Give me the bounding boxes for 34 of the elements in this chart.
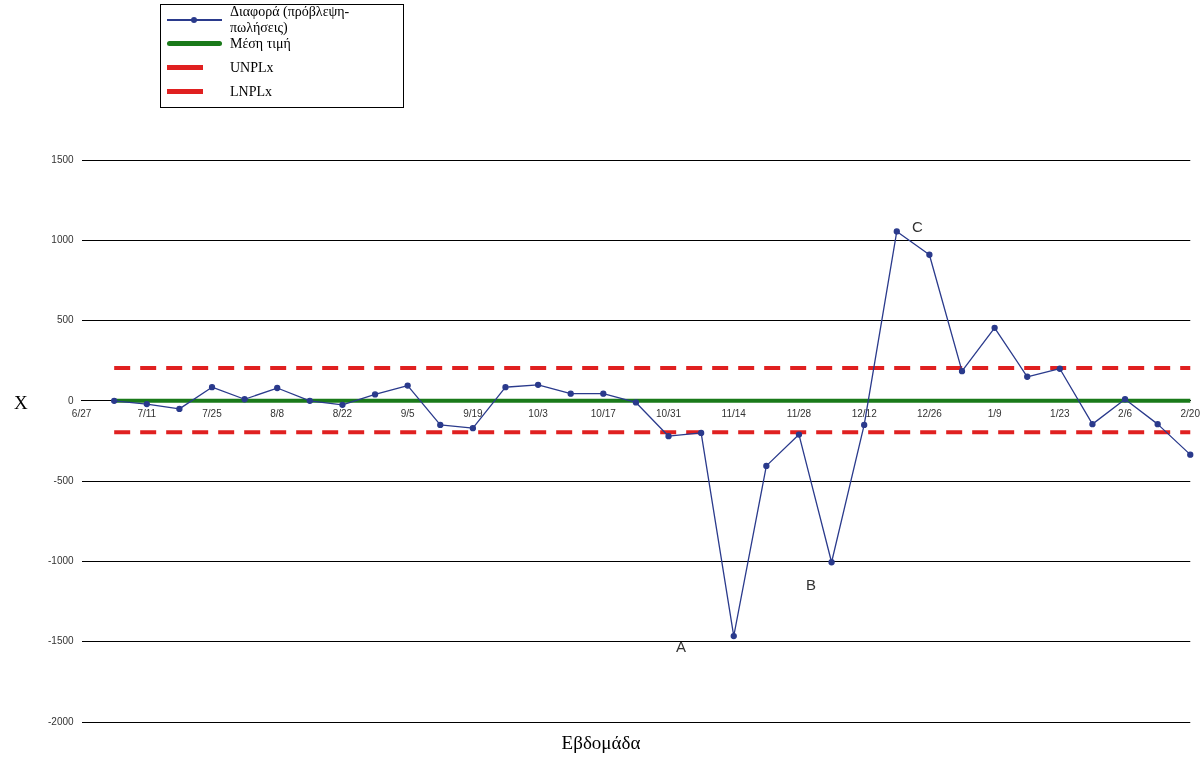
- x-tick-label: 11/28: [786, 407, 812, 419]
- x-tick-label: 12/26: [916, 407, 943, 419]
- annotation: C: [912, 218, 923, 235]
- x-tick-label: 9/19: [463, 407, 484, 419]
- legend-label: Διαφορά (πρόβλεψη-πωλήσεις): [230, 4, 351, 36]
- annotation: B: [806, 576, 817, 593]
- x-tick-label: 7/25: [202, 407, 223, 419]
- x-tick-label: 6/27: [71, 407, 92, 419]
- y-tick-label: -2000: [48, 715, 75, 727]
- x-tick-label: 1/23: [1050, 407, 1070, 419]
- y-tick-label: 0: [68, 394, 75, 406]
- x-tick-label: 8/8: [270, 407, 285, 419]
- y-tick-label: -1500: [48, 635, 75, 647]
- x-tick-label: 1/9: [987, 407, 1002, 419]
- x-tick-label: 11/14: [721, 407, 747, 419]
- x-tick-label: 10/3: [528, 407, 549, 419]
- x-tick-label: 9/5: [400, 407, 416, 419]
- x-tick-label: 2/6: [1118, 407, 1133, 419]
- annotation: A: [676, 638, 687, 655]
- x-tick-label: 8/22: [332, 407, 353, 419]
- y-tick-label: -1000: [48, 555, 75, 567]
- y-axis-title: X: [14, 392, 28, 414]
- y-tick-label: 1500: [51, 153, 75, 165]
- x-tick-label: 7/11: [137, 407, 157, 419]
- legend-label: UNPLx: [230, 60, 274, 76]
- legend-label: LNPLx: [230, 84, 272, 100]
- x-axis-title: Εβδομάδα: [560, 732, 642, 754]
- y-tick-label: 1000: [51, 234, 75, 246]
- x-tick-label: 2/20: [1180, 407, 1201, 419]
- x-tick-label: 10/31: [656, 407, 682, 419]
- y-tick-label: -500: [53, 474, 75, 486]
- legend-label: Μέση τιμή: [230, 36, 291, 52]
- x-tick-label: 10/17: [590, 407, 617, 419]
- y-tick-label: 500: [56, 314, 75, 326]
